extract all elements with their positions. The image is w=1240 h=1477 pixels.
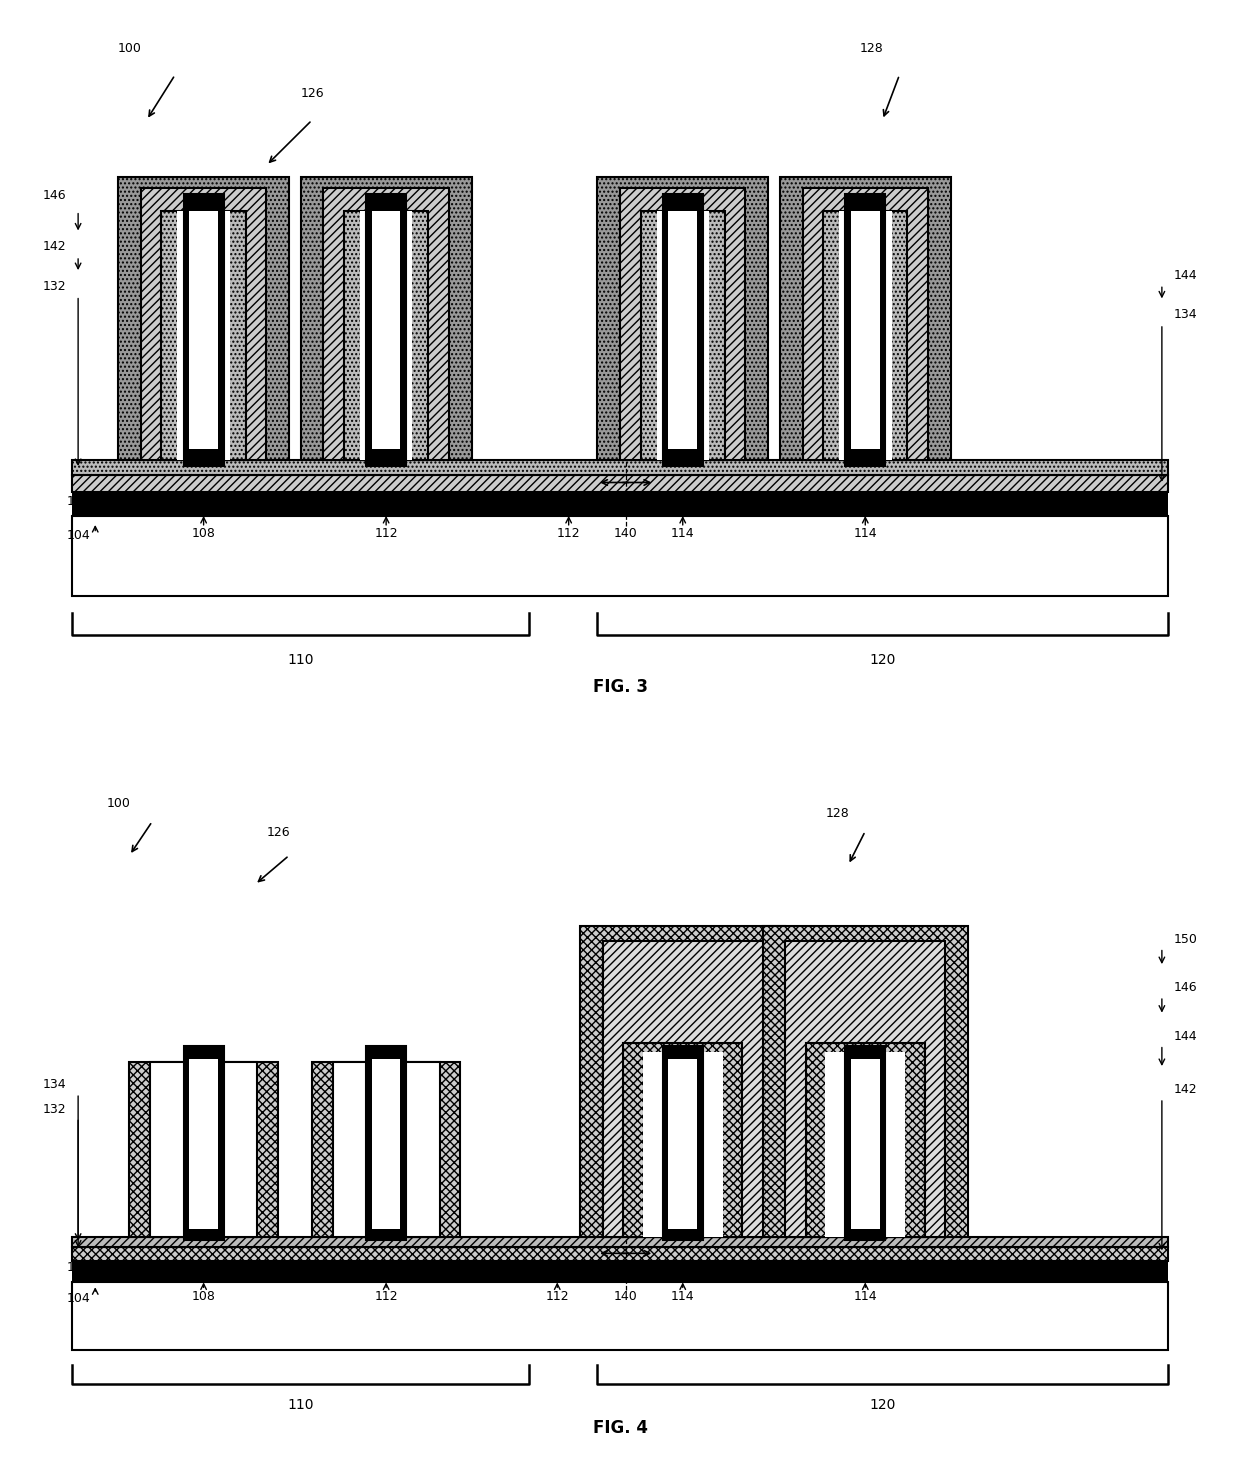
Text: 146: 146 [1173, 981, 1197, 994]
Text: 110: 110 [288, 653, 314, 666]
Bar [72, 492, 1168, 517]
Text: 126: 126 [300, 87, 324, 100]
Text: 120: 120 [869, 1397, 895, 1412]
Bar [184, 193, 223, 465]
Text: 150: 150 [1173, 933, 1197, 945]
Bar [851, 211, 879, 449]
Text: 114: 114 [671, 1289, 694, 1303]
Text: 112: 112 [374, 527, 398, 539]
Text: 110: 110 [288, 1397, 314, 1412]
Bar [851, 1059, 879, 1229]
Text: 108: 108 [192, 1289, 216, 1303]
Bar [72, 459, 1168, 474]
Bar [312, 1062, 460, 1236]
Text: 126: 126 [267, 826, 290, 839]
Bar [72, 1261, 1168, 1282]
Text: 146: 146 [43, 189, 67, 202]
Bar [780, 177, 951, 459]
Bar [366, 193, 407, 465]
Bar [141, 188, 267, 459]
Bar [668, 1059, 697, 1229]
Bar [663, 193, 703, 465]
Text: 114: 114 [853, 1289, 877, 1303]
Bar [823, 211, 908, 459]
Bar [190, 1059, 218, 1229]
Bar [785, 941, 945, 1236]
Bar [72, 1282, 1168, 1350]
Bar [839, 211, 892, 459]
Text: 144: 144 [1173, 1029, 1197, 1043]
Bar [372, 211, 401, 449]
Bar [641, 211, 725, 459]
Text: 144: 144 [1173, 269, 1197, 282]
Text: 114: 114 [671, 527, 694, 539]
Bar [668, 211, 697, 449]
Bar [72, 474, 1168, 492]
Bar [184, 1046, 223, 1239]
Bar [624, 1043, 742, 1236]
Text: FIG. 4: FIG. 4 [593, 1419, 647, 1437]
Bar [826, 1053, 905, 1236]
Text: 108: 108 [192, 527, 216, 539]
Bar [300, 177, 471, 459]
Text: 120: 120 [869, 653, 895, 666]
Bar [129, 1062, 278, 1236]
Text: 112: 112 [557, 527, 580, 539]
Text: 140: 140 [614, 1289, 637, 1303]
Bar [802, 188, 928, 459]
Bar [161, 211, 246, 459]
Text: 128: 128 [859, 43, 883, 55]
Bar [332, 1062, 440, 1236]
Bar [72, 517, 1168, 595]
Bar [324, 188, 449, 459]
Text: 104: 104 [67, 1292, 91, 1304]
Bar [372, 1059, 401, 1229]
Text: 134: 134 [1173, 309, 1197, 322]
Bar [620, 188, 745, 459]
Text: 112: 112 [374, 1289, 398, 1303]
Text: FIG. 3: FIG. 3 [593, 678, 647, 696]
Text: 112: 112 [546, 1289, 569, 1303]
Text: 142: 142 [43, 241, 67, 254]
Bar [118, 177, 289, 459]
Bar [190, 211, 218, 449]
Bar [598, 177, 769, 459]
Bar [846, 193, 885, 465]
Bar [846, 1046, 885, 1239]
Bar [580, 926, 785, 1236]
Bar [150, 1062, 257, 1236]
Bar [360, 211, 413, 459]
Bar [763, 926, 968, 1236]
Text: 132: 132 [43, 1103, 67, 1115]
Text: 106: 106 [67, 495, 91, 508]
Text: 106: 106 [67, 1261, 91, 1273]
Bar [72, 1236, 1168, 1247]
Text: 142: 142 [1173, 1083, 1197, 1096]
Text: 114: 114 [853, 527, 877, 539]
Bar [806, 1043, 925, 1236]
Text: 134: 134 [43, 1078, 67, 1092]
Bar [642, 1053, 723, 1236]
Text: 100: 100 [107, 798, 130, 809]
Text: 100: 100 [118, 43, 141, 55]
Bar [656, 211, 709, 459]
Bar [343, 211, 428, 459]
Bar [603, 941, 763, 1236]
Text: 140: 140 [614, 527, 637, 539]
Text: 104: 104 [67, 529, 91, 542]
Text: 128: 128 [826, 806, 849, 820]
Bar [663, 1046, 703, 1239]
Bar [366, 1046, 407, 1239]
Bar [177, 211, 229, 459]
Text: 132: 132 [43, 281, 67, 292]
Bar [72, 1247, 1168, 1261]
